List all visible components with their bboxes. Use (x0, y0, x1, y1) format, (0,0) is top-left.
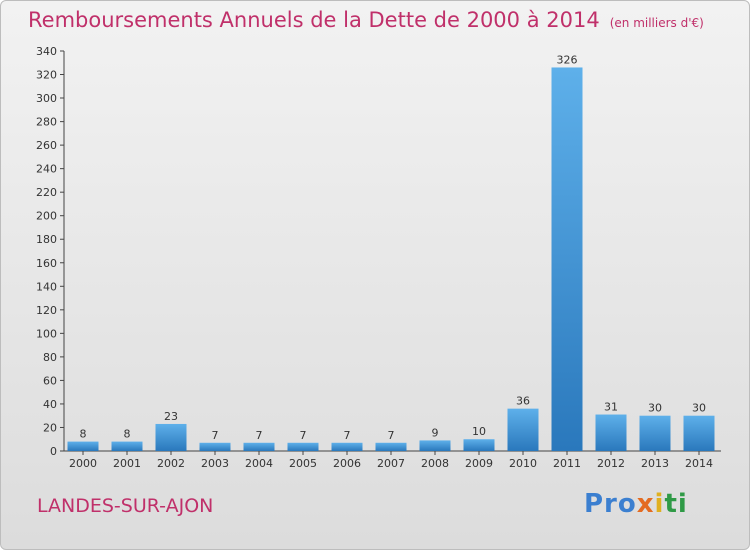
data-label: 30 (648, 402, 662, 415)
bar (375, 442, 407, 451)
x-tick-label: 2013 (641, 457, 669, 470)
bar (419, 440, 451, 451)
data-label: 23 (164, 410, 178, 423)
y-tick-label: 240 (36, 163, 57, 176)
bar (155, 423, 187, 451)
y-tick-label: 80 (43, 351, 57, 364)
x-tick-label: 2005 (289, 457, 317, 470)
y-tick-label: 160 (36, 257, 57, 270)
data-label: 10 (472, 425, 486, 438)
data-label: 7 (388, 429, 395, 442)
y-tick-label: 200 (36, 210, 57, 223)
x-tick-label: 2009 (465, 457, 493, 470)
x-tick-label: 2001 (113, 457, 141, 470)
x-tick-label: 2011 (553, 457, 581, 470)
x-tick-label: 2006 (333, 457, 361, 470)
y-tick-label: 120 (36, 304, 57, 317)
proxiti-logo: Proxiti (584, 489, 688, 519)
bar (67, 441, 99, 451)
y-tick-label: 320 (36, 69, 57, 82)
x-tick-label: 2008 (421, 457, 449, 470)
data-label: 9 (432, 426, 439, 439)
bar (683, 415, 715, 451)
y-tick-label: 60 (43, 374, 57, 387)
data-label: 8 (80, 428, 87, 441)
data-label: 36 (516, 395, 530, 408)
x-tick-label: 2014 (685, 457, 713, 470)
y-tick-label: 100 (36, 327, 57, 340)
y-tick-label: 180 (36, 233, 57, 246)
data-label: 7 (212, 429, 219, 442)
y-tick-label: 220 (36, 186, 57, 199)
data-label: 8 (124, 428, 131, 441)
bar (243, 442, 275, 451)
data-label: 7 (256, 429, 263, 442)
bar (287, 442, 319, 451)
y-tick-label: 280 (36, 116, 57, 129)
bar (639, 415, 671, 451)
data-label: 7 (300, 429, 307, 442)
bar (595, 414, 627, 451)
x-tick-label: 2004 (245, 457, 273, 470)
data-label: 7 (344, 429, 351, 442)
bar (551, 67, 583, 452)
x-tick-label: 2007 (377, 457, 405, 470)
y-tick-label: 20 (43, 421, 57, 434)
y-tick-label: 340 (36, 45, 57, 58)
chart-unit: (en milliers d'€) (609, 16, 704, 30)
data-label: 30 (692, 402, 706, 415)
y-tick-label: 140 (36, 280, 57, 293)
bar (199, 442, 231, 451)
y-tick-label: 300 (36, 92, 57, 105)
y-tick-label: 260 (36, 139, 57, 152)
data-label: 326 (557, 53, 578, 66)
x-tick-label: 2010 (509, 457, 537, 470)
bar (463, 439, 495, 451)
chart-title-text: Remboursements Annuels de la Dette de 20… (28, 8, 600, 32)
x-tick-label: 2003 (201, 457, 229, 470)
y-tick-label: 0 (50, 445, 57, 458)
data-label: 31 (604, 401, 618, 414)
chart-title: Remboursements Annuels de la Dette de 20… (28, 8, 704, 32)
bar (111, 441, 143, 451)
bar (331, 442, 363, 451)
y-tick-label: 40 (43, 398, 57, 411)
place-name: LANDES-SUR-AJON (37, 495, 214, 517)
bar (507, 408, 539, 451)
x-tick-label: 2012 (597, 457, 625, 470)
x-tick-label: 2002 (157, 457, 185, 470)
x-tick-label: 2000 (69, 457, 97, 470)
